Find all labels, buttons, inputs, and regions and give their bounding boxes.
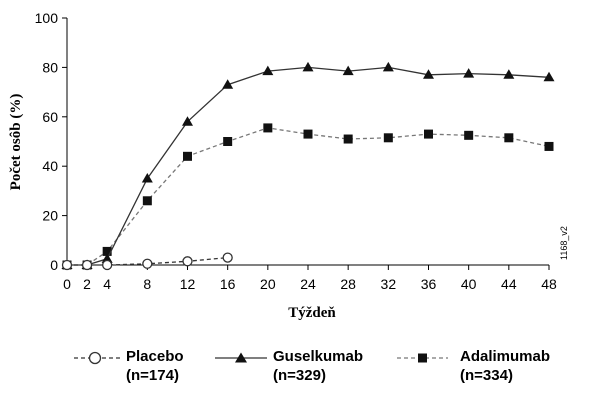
y-ticks: 0 20 40 60 80 100	[35, 10, 67, 273]
figure-code-label: 1168_v2	[559, 226, 569, 260]
legend-marker-placebo	[88, 351, 102, 365]
legend-n-guselkumab: (n=329)	[273, 367, 326, 384]
data-point-guselkumab	[503, 69, 515, 79]
data-point-guselkumab	[302, 61, 314, 72]
x-tick-label: 8	[143, 276, 151, 292]
y-tick-label: 60	[42, 109, 58, 125]
legend-item-adalimumab: Adalimumab (n=334)	[397, 348, 550, 384]
data-point-adalimumab	[464, 130, 474, 140]
x-tick-label: 12	[180, 276, 196, 292]
data-point-placebo	[222, 252, 233, 263]
legend-item-placebo: Placebo (n=174)	[74, 348, 184, 384]
legend-marker-guselkumab	[235, 352, 247, 363]
data-point-placebo	[182, 256, 193, 267]
y-tick-label: 80	[42, 59, 58, 75]
y-tick-label: 40	[42, 158, 58, 174]
x-tick-label: 4	[103, 276, 111, 292]
legend: Placebo (n=174) Guselkumab (n=329) Adali…	[74, 348, 550, 384]
data-point-adalimumab	[263, 123, 273, 133]
data-point-adalimumab	[424, 129, 433, 139]
data-point-guselkumab	[342, 65, 354, 76]
data-point-adalimumab	[223, 137, 233, 146]
data-point-guselkumab	[182, 116, 193, 126]
legend-item-guselkumab: Guselkumab (n=329)	[215, 348, 363, 384]
series-layer	[61, 61, 555, 271]
data-point-adalimumab	[102, 246, 112, 256]
x-tick-label: 24	[300, 276, 316, 292]
data-point-adalimumab	[504, 133, 514, 143]
x-tick-label: 16	[220, 276, 236, 292]
x-tick-label: 32	[381, 276, 397, 292]
legend-label-placebo: Placebo	[126, 348, 184, 365]
x-tick-label: 40	[461, 276, 477, 292]
x-axis-title: Týždeň	[288, 305, 336, 321]
data-point-adalimumab	[303, 129, 313, 139]
x-tick-label: 48	[541, 276, 557, 292]
data-point-guselkumab	[101, 253, 113, 263]
data-point-adalimumab	[383, 133, 393, 143]
data-point-adalimumab	[343, 134, 353, 144]
data-point-adalimumab	[142, 196, 152, 206]
x-tick-label: 28	[340, 276, 356, 292]
series-line-guselkumab	[67, 66, 550, 266]
data-point-adalimumab	[183, 151, 192, 161]
series-line-adalimumab	[67, 127, 550, 266]
x-tick-label: 0	[63, 276, 71, 292]
y-tick-label: 100	[35, 10, 59, 26]
data-point-guselkumab	[543, 71, 555, 82]
x-tick-label: 2	[83, 276, 91, 292]
data-point-guselkumab	[222, 79, 234, 89]
data-point-guselkumab	[262, 65, 274, 76]
data-point-guselkumab	[141, 173, 153, 183]
x-tick-label: 36	[421, 276, 437, 292]
y-axis-title: Počet osôb (%)	[8, 94, 24, 191]
x-tick-label: 20	[260, 276, 276, 292]
data-point-placebo	[61, 259, 73, 271]
y-tick-label: 20	[42, 208, 58, 224]
data-point-guselkumab	[382, 61, 394, 72]
x-ticks: 0 2 4 8 12 16 20 24 28 32 36 40 44 48	[63, 265, 557, 292]
x-tick-label: 44	[501, 276, 517, 292]
legend-marker-adalimumab	[418, 353, 427, 363]
y-tick-label: 0	[50, 257, 58, 273]
legend-label-guselkumab: Guselkumab	[273, 348, 363, 365]
legend-label-adalimumab: Adalimumab	[460, 348, 550, 365]
data-point-guselkumab	[423, 69, 434, 79]
data-point-placebo	[81, 259, 93, 271]
legend-n-placebo: (n=174)	[126, 367, 179, 384]
data-point-adalimumab	[544, 141, 554, 151]
data-point-placebo	[102, 259, 113, 271]
data-point-placebo	[142, 258, 153, 269]
data-point-guselkumab	[463, 68, 475, 78]
legend-n-adalimumab: (n=334)	[460, 367, 513, 384]
